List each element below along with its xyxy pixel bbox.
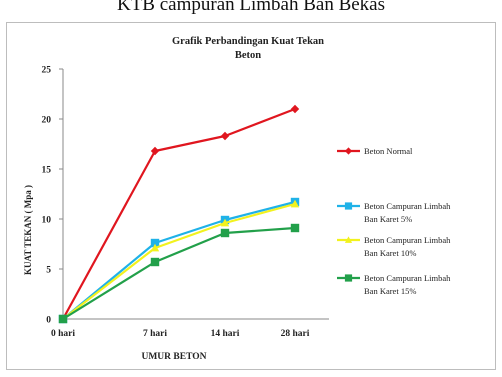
series-point (344, 236, 353, 243)
x-tick-label: 7 hari (143, 329, 167, 339)
series-line (62, 226, 296, 320)
series-1 (58, 104, 300, 324)
x-tick-label: 0 hari (51, 329, 75, 339)
legend-label: Ban Karet 5% (364, 214, 412, 224)
series-point (220, 218, 230, 227)
y-axis-label: KUAT TEKAN ( Mpa ) (23, 185, 33, 275)
legend-item: Beton Campuran Limbah Ban Karet 15% (337, 273, 451, 296)
series-point (344, 274, 353, 282)
legend-label: Beton Campuran Limbah (364, 201, 451, 211)
legend-item: Beton Normal (337, 146, 413, 156)
legend-item: Beton Campuran Limbah Ban Karet 5% (337, 201, 451, 224)
legend-label: Ban Karet 10% (364, 248, 416, 258)
series-point (58, 314, 68, 324)
series-line (62, 202, 296, 320)
y-tick-label: 25 (42, 66, 52, 76)
chart-title-line: Grafik Perbandingan Kuat Tekan (172, 36, 324, 47)
x-tick-label: 14 hari (211, 329, 240, 339)
chart-axes (59, 68, 329, 320)
legend-label: Ban Karet 15% (364, 286, 416, 296)
y-tick-label: 0 (46, 316, 51, 326)
series-point (150, 238, 160, 248)
legend-label: Beton Campuran Limbah (364, 273, 451, 283)
y-tick-label: 15 (42, 166, 52, 176)
chart-frame: Grafik Perbandingan Kuat Tekan Beton 0 5 10… (6, 22, 496, 370)
series-point (290, 104, 300, 114)
series-line (62, 107, 296, 320)
series-point (290, 223, 300, 233)
legend-label: Beton Campuran Limbah (364, 235, 451, 245)
series-point (290, 199, 300, 208)
page-caption: KTB campuran Limbah Ban Bekas (116, 0, 386, 15)
chart-series (58, 104, 300, 324)
legend-item: Beton Campuran Limbah Ban Karet 10% (337, 235, 451, 258)
x-tick-labels: 0 hari 7 hari 14 hari 28 hari (51, 329, 310, 339)
series-point (220, 131, 230, 141)
line-chart: Grafik Perbandingan Kuat Tekan Beton 0 5 10… (23, 36, 451, 362)
series-4 (58, 223, 300, 324)
series-point (150, 243, 160, 252)
x-axis-label: UMUR BETON (141, 352, 206, 362)
series-point (220, 228, 230, 238)
series-point (150, 257, 160, 267)
chart-title: Grafik Perbandingan Kuat Tekan Beton (172, 36, 324, 61)
y-tick-labels: 0 5 10 15 20 25 (42, 66, 52, 326)
y-tick-label: 20 (42, 116, 52, 126)
chart-legend: Beton Normal Beton Campuran Limbah Ban Kar… (337, 146, 451, 296)
x-tick-label: 28 hari (281, 329, 310, 339)
series-point (344, 147, 353, 155)
chart-title-line: Beton (235, 50, 261, 61)
series-point (344, 202, 353, 210)
y-tick-label: 10 (42, 216, 52, 226)
series-line (62, 200, 296, 320)
y-tick-label: 5 (46, 266, 51, 276)
series-point (150, 146, 160, 156)
legend-label: Beton Normal (364, 146, 413, 156)
